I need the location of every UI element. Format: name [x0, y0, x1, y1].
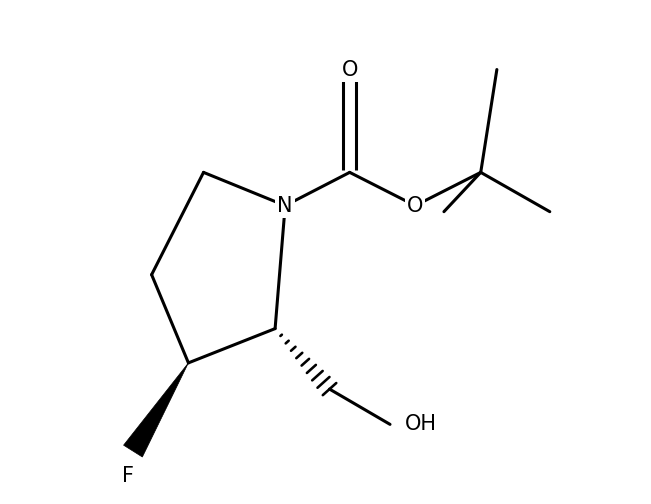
Text: O: O	[407, 196, 423, 216]
Text: OH: OH	[405, 414, 437, 434]
Text: F: F	[122, 466, 134, 486]
Polygon shape	[124, 363, 188, 457]
Text: N: N	[277, 196, 293, 216]
Text: O: O	[342, 59, 358, 80]
